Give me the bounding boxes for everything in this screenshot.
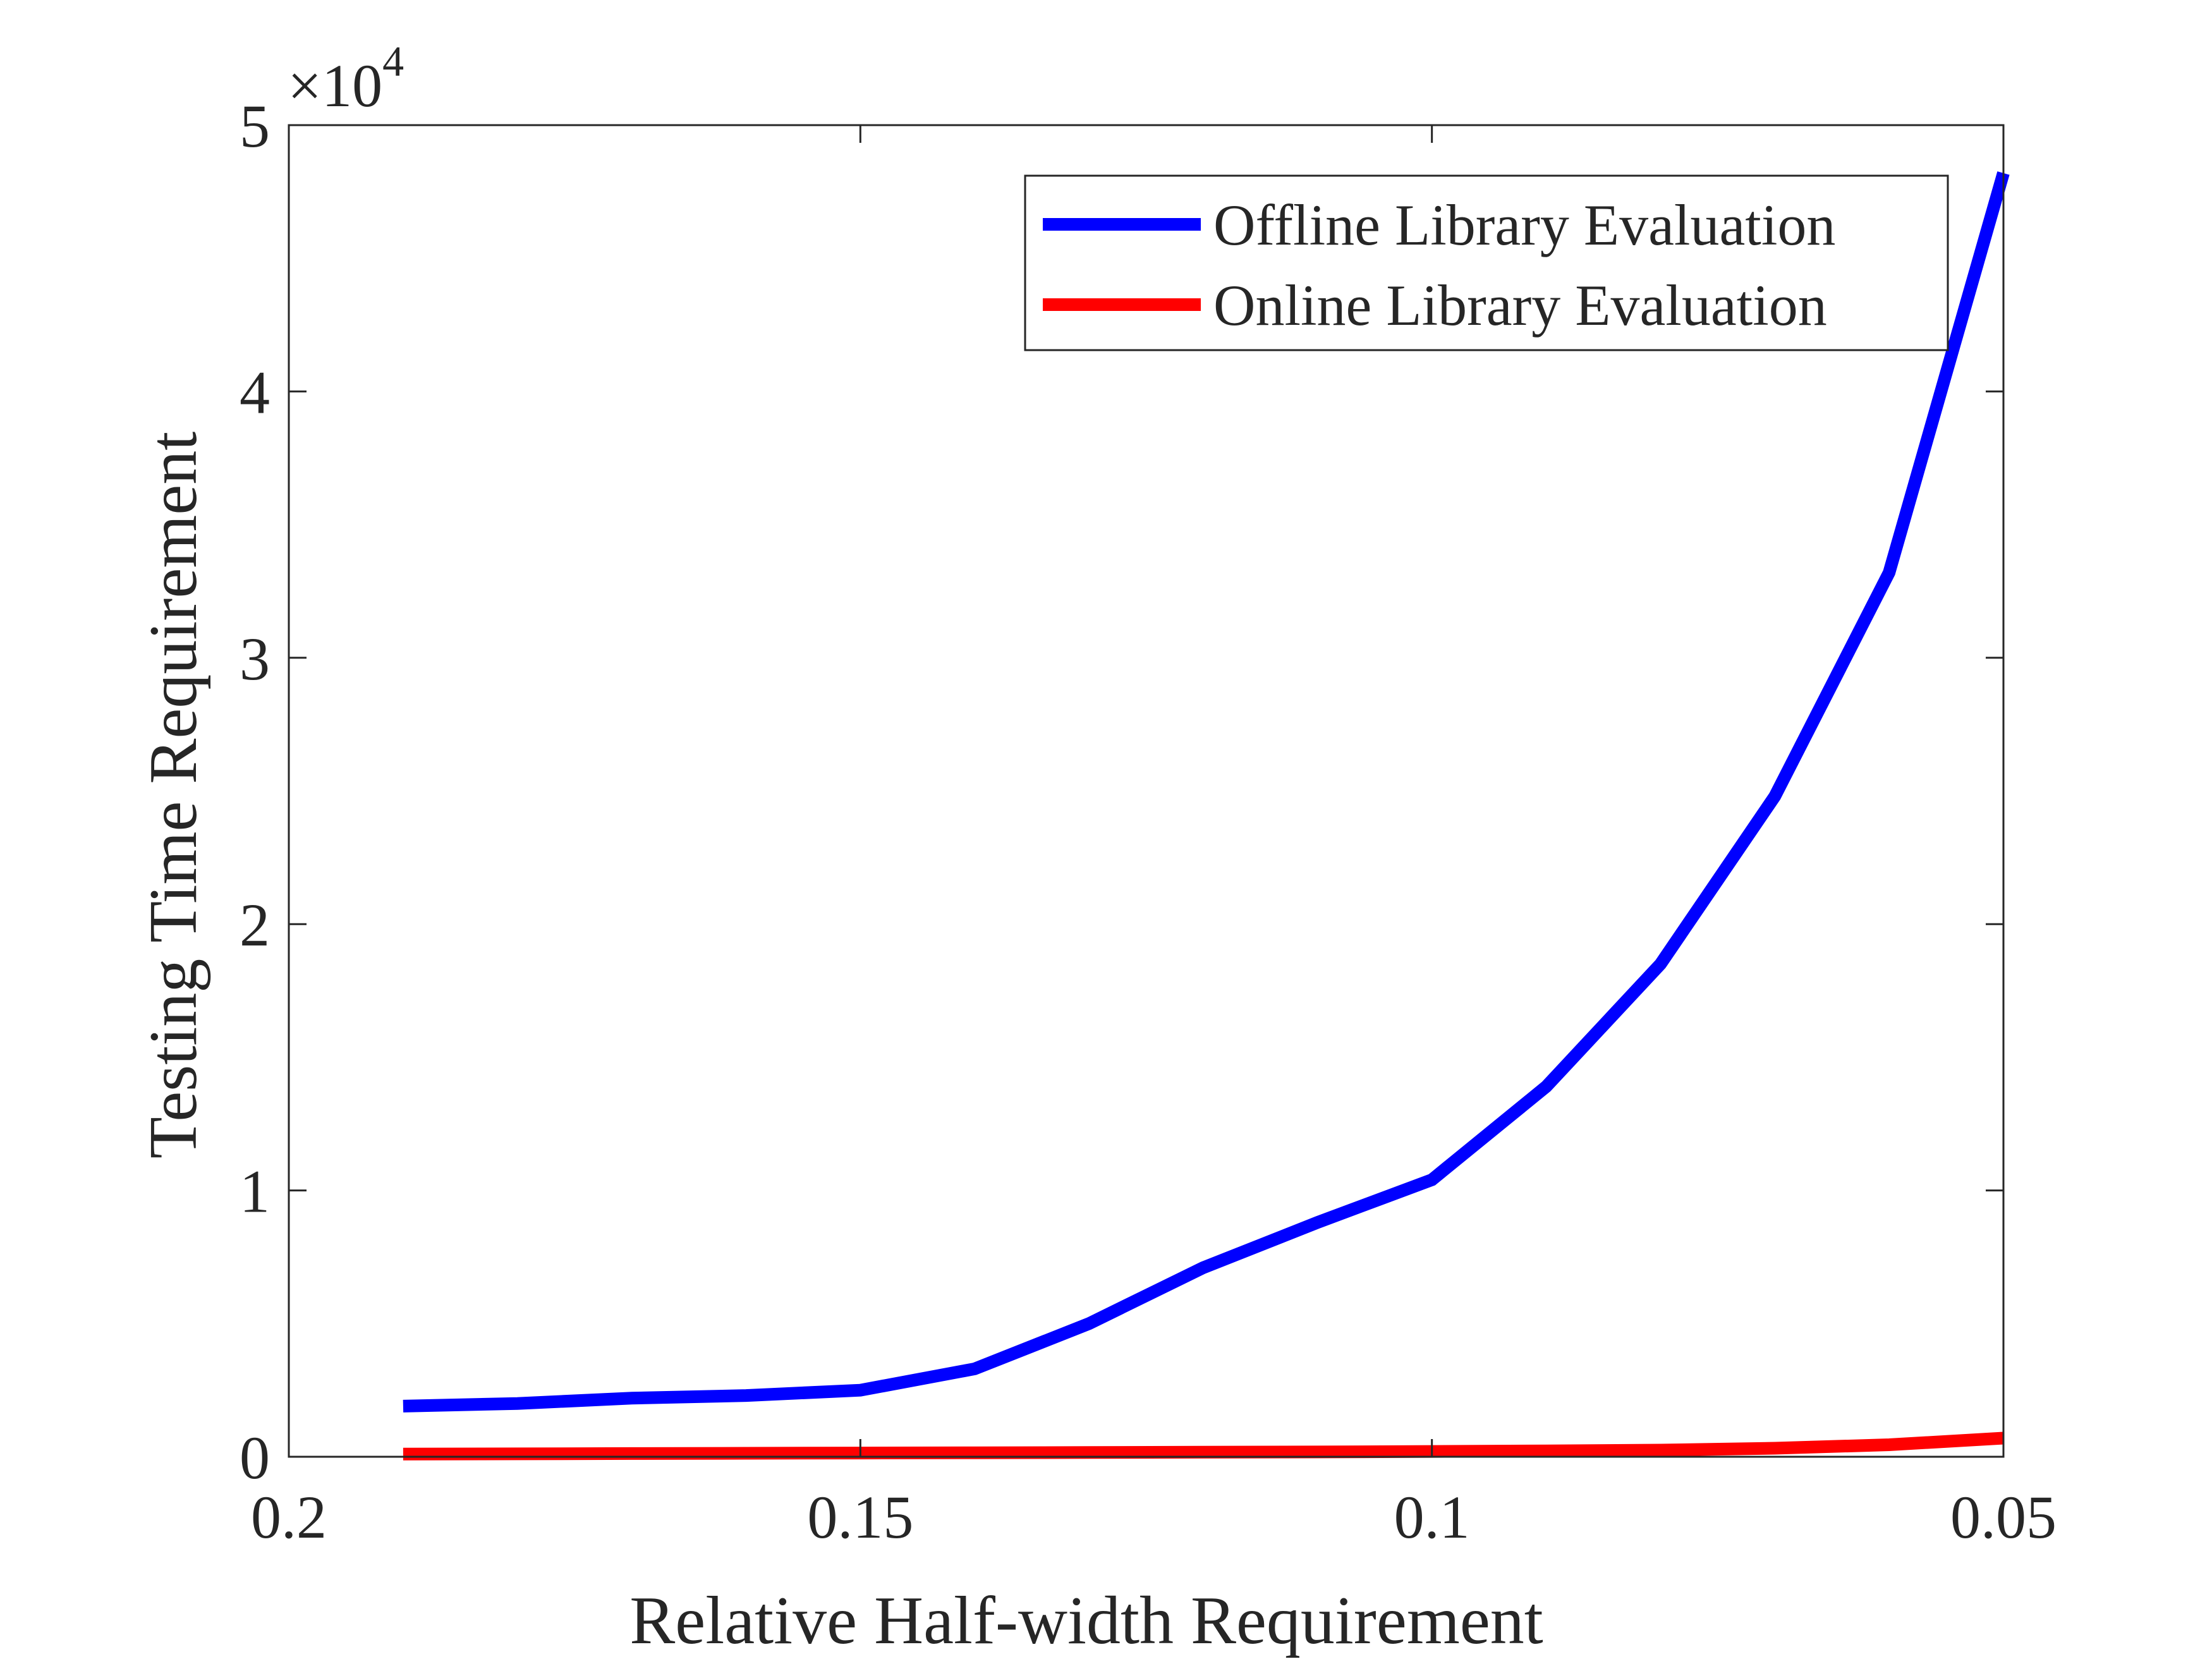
tick-labels: 0.2 0.15 0.1 0.05 0 1 2 3 4 5 xyxy=(240,92,2057,1551)
x-axis-label: Relative Half-width Requirement xyxy=(629,1583,1543,1658)
legend-box xyxy=(1024,174,1949,351)
series-line-1 xyxy=(403,1431,2004,1461)
legend: Offline Library Evaluation Online Librar… xyxy=(1024,174,1949,351)
y-tick-label-1: 1 xyxy=(240,1158,270,1225)
series-line-0 xyxy=(403,171,2010,1413)
y-tick-label-2: 2 xyxy=(240,891,270,959)
legend-label-offline: Offline Library Evaluation xyxy=(1213,193,1835,257)
y-exponent-power: 4 xyxy=(382,37,404,85)
axes-frame xyxy=(288,124,2005,1458)
ticks xyxy=(288,124,2005,1458)
x-tick-label-3: 0.05 xyxy=(1950,1483,2057,1551)
y-tick-label-0: 0 xyxy=(240,1424,270,1492)
y-exponent-base: ×10 xyxy=(288,52,382,119)
axes-box xyxy=(288,124,2005,1458)
x-tick-label-0: 0.2 xyxy=(251,1483,327,1551)
legend-label-online: Online Library Evaluation xyxy=(1213,273,1827,337)
y-tick-label-4: 4 xyxy=(240,358,270,426)
y-tick-label-3: 3 xyxy=(240,625,270,693)
x-tick-label-1: 0.15 xyxy=(807,1483,913,1551)
y-tick-label-5: 5 xyxy=(240,92,270,160)
x-tick-label-2: 0.1 xyxy=(1394,1483,1470,1551)
y-exponent-label: ×104 xyxy=(288,37,404,119)
y-axis-label: Testing Time Requirement xyxy=(136,432,211,1158)
plot-lines xyxy=(403,171,2010,1461)
